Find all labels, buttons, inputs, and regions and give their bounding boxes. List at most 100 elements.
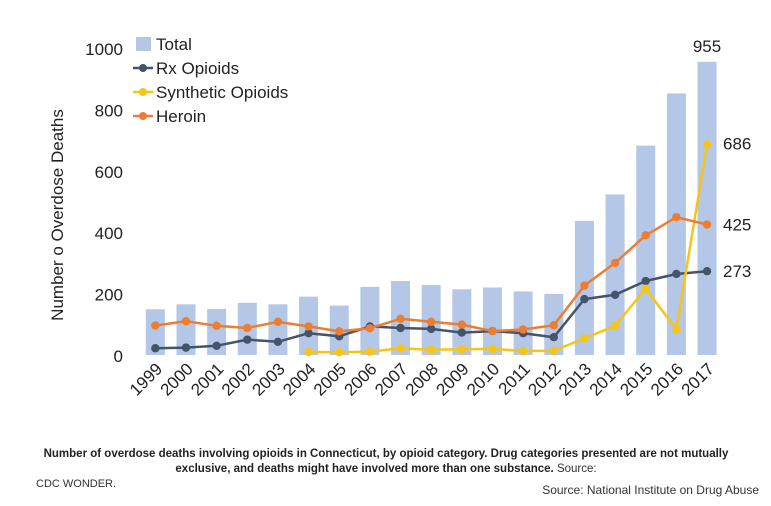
bar-total-2010 xyxy=(482,287,502,355)
legend-label-heroin: Heroin xyxy=(156,107,206,126)
x-tick-label-2009: 2009 xyxy=(432,359,472,399)
point-synthetic-opioids-2009 xyxy=(457,344,467,354)
point-synthetic-opioids-2004 xyxy=(304,347,313,357)
point-synthetic-opioids-2006 xyxy=(365,347,375,356)
bar-total-2003 xyxy=(268,304,288,355)
x-tick-label-2012: 2012 xyxy=(524,359,564,399)
point-synthetic-opioids-2016 xyxy=(672,325,681,334)
x-tick-label-2004: 2004 xyxy=(279,359,319,399)
point-rx-opioids-2014 xyxy=(610,290,620,300)
point-synthetic-opioids-2015 xyxy=(641,284,650,293)
x-tick-label-2008: 2008 xyxy=(402,359,442,399)
y-tick-label: 400 xyxy=(95,224,123,243)
source-credit: Source: National Institute on Drug Abuse xyxy=(542,483,759,497)
point-synthetic-opioids-2011 xyxy=(518,346,528,356)
point-rx-opioids-1999 xyxy=(151,344,160,353)
bar-total-2017 xyxy=(697,61,717,355)
legend-marker-heroin xyxy=(139,112,147,120)
bar-total-2000 xyxy=(176,304,196,355)
x-tick-label-2011: 2011 xyxy=(495,359,534,398)
point-heroin-2010 xyxy=(488,326,497,336)
point-synthetic-opioids-2010 xyxy=(488,344,497,354)
point-heroin-1999 xyxy=(151,321,160,330)
y-tick-label: 1000 xyxy=(85,40,123,59)
legend-marker-rx-opioids xyxy=(139,64,147,72)
point-synthetic-opioids-2012 xyxy=(549,346,558,355)
point-heroin-2004 xyxy=(304,322,313,331)
x-tick-label-2016: 2016 xyxy=(647,359,687,399)
y-axis-title: Number o Overdose Deaths xyxy=(48,109,67,321)
point-heroin-2005 xyxy=(335,327,344,336)
point-synthetic-opioids-2007 xyxy=(396,344,405,353)
x-tick-label-2013: 2013 xyxy=(555,359,595,399)
bar-total-2016 xyxy=(666,93,686,355)
annotation-total-2017: 955 xyxy=(693,37,721,56)
bar-total-2006 xyxy=(360,286,380,355)
opioid-deaths-chart: 0 200 400 600 800 1000 Number o Overdose Death… xyxy=(48,35,751,400)
x-tick-label-2005: 2005 xyxy=(310,359,350,399)
caption-source-label: Source: xyxy=(556,463,597,475)
point-rx-opioids-2002 xyxy=(243,335,252,344)
bar-total-2011 xyxy=(513,291,533,355)
annotation-heroin-2017: 425 xyxy=(723,216,751,235)
point-heroin-2012 xyxy=(549,321,558,330)
point-heroin-2015 xyxy=(641,231,650,240)
point-rx-opioids-2000 xyxy=(181,343,191,352)
caption-text: Number of overdose deaths involving opio… xyxy=(43,448,729,475)
point-synthetic-opioids-2005 xyxy=(335,348,344,357)
point-heroin-2001 xyxy=(212,321,221,331)
y-tick-label: 800 xyxy=(95,101,123,120)
point-rx-opioids-2003 xyxy=(273,337,283,346)
y-tick-label: 200 xyxy=(95,286,123,305)
point-rx-opioids-2015 xyxy=(641,276,650,286)
point-rx-opioids-2016 xyxy=(672,269,681,279)
bar-total-2014 xyxy=(605,194,625,355)
legend-label-synthetic-opioids: Synthetic Opioids xyxy=(156,83,288,102)
x-tick-label-2003: 2003 xyxy=(249,359,289,399)
x-tick-label-2006: 2006 xyxy=(341,359,381,399)
point-rx-opioids-2004 xyxy=(304,329,313,338)
legend-label-total: Total xyxy=(156,35,192,54)
point-synthetic-opioids-2017 xyxy=(702,140,712,149)
x-tick-label-2007: 2007 xyxy=(371,359,411,399)
annotation-rx-2017: 273 xyxy=(723,262,751,281)
point-synthetic-opioids-2008 xyxy=(426,345,436,354)
bar-total-2001 xyxy=(207,308,227,355)
legend-marker-synthetic-opioids xyxy=(139,88,147,96)
point-heroin-2000 xyxy=(181,317,191,326)
x-tick-label-1999: 1999 xyxy=(126,359,166,399)
point-heroin-2002 xyxy=(243,323,252,333)
point-heroin-2006 xyxy=(365,324,375,333)
legend-label-rx-opioids: Rx Opioids xyxy=(156,59,239,78)
point-rx-opioids-2012 xyxy=(549,332,558,342)
legend-swatch-total xyxy=(136,37,151,51)
x-tick-label-2000: 2000 xyxy=(157,359,197,399)
point-rx-opioids-2013 xyxy=(580,294,589,304)
point-heroin-2011 xyxy=(518,325,528,334)
point-heroin-2008 xyxy=(426,317,436,327)
annotation-synthetic-2017: 686 xyxy=(723,134,751,153)
point-rx-opioids-2009 xyxy=(457,328,467,337)
point-heroin-2014 xyxy=(610,258,620,268)
x-tick-label-2001: 2001 xyxy=(187,359,227,399)
line-synthetic-opioids xyxy=(308,144,709,354)
point-rx-opioids-2001 xyxy=(212,341,221,350)
x-tick-label-2017: 2017 xyxy=(678,359,718,399)
point-rx-opioids-2017 xyxy=(702,266,712,276)
x-tick-label-2010: 2010 xyxy=(463,359,503,399)
figure-caption: Number of overdose deaths involving opio… xyxy=(36,447,736,492)
caption-source-name: CDC WONDER. xyxy=(36,478,117,490)
x-tick-label-2014: 2014 xyxy=(586,359,626,399)
point-heroin-2016 xyxy=(672,212,681,222)
point-rx-opioids-2007 xyxy=(396,323,405,333)
y-tick-label: 0 xyxy=(114,347,123,366)
x-tick-label-2002: 2002 xyxy=(218,359,258,399)
point-heroin-2007 xyxy=(396,314,405,323)
x-tick-label-2015: 2015 xyxy=(616,359,656,399)
point-synthetic-opioids-2014 xyxy=(610,321,620,331)
point-heroin-2013 xyxy=(580,281,589,290)
bar-total-1999 xyxy=(145,309,165,355)
point-heroin-2003 xyxy=(273,317,283,327)
point-rx-opioids-2008 xyxy=(426,324,436,334)
bar-total-2015 xyxy=(636,145,656,355)
